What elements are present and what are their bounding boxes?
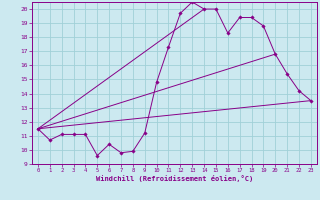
X-axis label: Windchill (Refroidissement éolien,°C): Windchill (Refroidissement éolien,°C) [96,175,253,182]
